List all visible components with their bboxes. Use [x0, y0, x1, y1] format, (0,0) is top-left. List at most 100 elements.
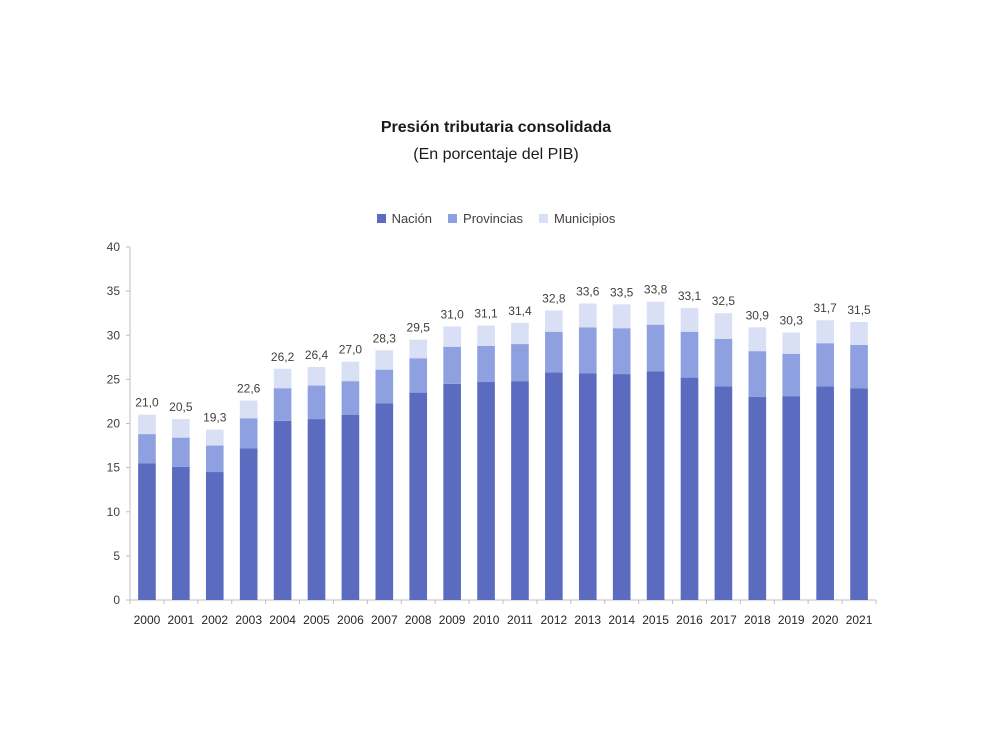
- x-tick-label: 2004: [269, 613, 296, 627]
- x-tick-label: 2019: [778, 613, 805, 627]
- chart-title: Presión tributaria consolidada: [380, 119, 612, 136]
- x-tick-label: 2007: [371, 613, 398, 627]
- x-tick-label: 2016: [676, 613, 703, 627]
- bar-segment-nacion: [578, 373, 597, 600]
- x-tick-label: 2001: [168, 613, 195, 627]
- legend-label-provincias: Provincias: [463, 211, 523, 226]
- bar-segment-nacion: [138, 463, 156, 600]
- bar-segment-nacion: [850, 388, 868, 600]
- bar-segment-nacion: [477, 382, 495, 600]
- bar-segment-provincias: [341, 381, 360, 415]
- y-tick-label: 40: [107, 240, 121, 254]
- y-tick-label: 0: [113, 593, 120, 607]
- bar-segment-provincias: [714, 338, 733, 387]
- x-tick-label: 2012: [541, 613, 568, 627]
- bar-segment-provincias: [816, 343, 834, 387]
- y-tick-label: 10: [107, 505, 121, 519]
- bar-segment-nacion: [341, 414, 360, 600]
- bar-segment-municipios: [273, 368, 292, 389]
- bar-segment-provincias: [477, 345, 495, 383]
- x-tick-label: 2020: [812, 613, 839, 627]
- data-label-total: 26,2: [271, 350, 295, 364]
- bar-segment-municipios: [375, 350, 394, 370]
- bar-segment-nacion: [409, 392, 428, 600]
- bar-segment-municipios: [511, 322, 529, 345]
- data-label-total: 26,4: [305, 348, 329, 362]
- bar-segment-municipios: [341, 361, 360, 382]
- bar-segment-provincias: [850, 344, 868, 389]
- bar-segment-nacion: [511, 381, 529, 600]
- x-tick-label: 2008: [405, 613, 432, 627]
- y-tick-label: 35: [107, 284, 121, 298]
- bar-segment-provincias: [138, 434, 156, 464]
- data-label-total: 19,3: [203, 411, 227, 425]
- bar-segment-municipios: [239, 400, 258, 419]
- data-label-total: 31,7: [813, 301, 837, 315]
- bar-segment-provincias: [680, 331, 699, 378]
- bar-segment-provincias: [511, 344, 529, 382]
- bar-segment-municipios: [307, 367, 326, 386]
- x-tick-label: 2011: [507, 613, 533, 627]
- bar-segment-municipios: [680, 307, 699, 332]
- bar-segment-nacion: [714, 386, 733, 600]
- bar-segment-nacion: [782, 396, 801, 600]
- x-tick-label: 2002: [201, 613, 228, 627]
- legend-swatch-nacion: [376, 214, 386, 223]
- data-label-total: 32,8: [542, 292, 566, 306]
- data-label-total: 21,0: [135, 396, 159, 410]
- legend-item-municipios: Municipios: [539, 211, 615, 226]
- chart-legend: Nación Provincias Municipios: [0, 211, 992, 226]
- bar-segment-provincias: [545, 331, 563, 373]
- bar-segment-provincias: [646, 324, 665, 372]
- bar-segment-provincias: [307, 385, 326, 420]
- legend-label-nacion: Nación: [391, 211, 433, 226]
- x-tick-label: 2009: [439, 613, 466, 627]
- bar-segment-provincias: [273, 388, 292, 421]
- data-label-total: 30,9: [746, 308, 770, 322]
- data-label-total: 28,3: [373, 331, 397, 345]
- bar-segment-municipios: [205, 429, 224, 446]
- bar-segment-municipios: [545, 310, 563, 332]
- bar-segment-nacion: [680, 377, 699, 600]
- bar-segment-municipios: [748, 327, 767, 352]
- bar-segment-provincias: [748, 351, 767, 398]
- bar-segment-municipios: [646, 301, 665, 325]
- bar-segment-municipios: [578, 303, 597, 328]
- bar-segment-provincias: [205, 445, 224, 473]
- bar-segment-nacion: [816, 386, 834, 600]
- bar-segment-municipios: [714, 313, 733, 339]
- legend-item-nacion: Nación: [376, 211, 433, 226]
- y-tick-label: 20: [107, 417, 121, 431]
- x-tick-label: 2000: [134, 613, 161, 627]
- data-label-total: 32,5: [712, 294, 736, 308]
- data-label-total: 22,6: [237, 382, 261, 396]
- data-label-total: 31,4: [508, 304, 532, 318]
- bar-segment-provincias: [443, 346, 461, 384]
- bar-segment-nacion: [239, 448, 258, 600]
- bar-segment-nacion: [375, 403, 394, 600]
- x-tick-label: 2006: [337, 613, 364, 627]
- legend-label-municipios: Municipios: [554, 211, 616, 226]
- chart-subtitle: (En porcentaje del PIB): [413, 146, 579, 163]
- bar-segment-municipios: [612, 304, 631, 329]
- bar-segment-municipios: [409, 339, 428, 359]
- x-tick-label: 2021: [846, 613, 873, 627]
- data-label-total: 33,6: [576, 284, 600, 298]
- data-label-total: 31,0: [440, 307, 464, 321]
- bar-segment-municipios: [850, 322, 868, 345]
- bar-segment-municipios: [443, 326, 461, 347]
- bar-segment-provincias: [172, 437, 190, 467]
- bar-segment-provincias: [612, 328, 631, 375]
- legend-item-provincias: Provincias: [448, 211, 523, 226]
- bar-segment-nacion: [646, 371, 665, 600]
- x-tick-label: 2013: [574, 613, 601, 627]
- bar-segment-municipios: [782, 332, 801, 354]
- x-tick-label: 2010: [473, 613, 500, 627]
- x-tick-label: 2018: [744, 613, 771, 627]
- bar-segment-nacion: [612, 374, 631, 600]
- data-label-total: 30,3: [780, 314, 804, 328]
- bar-segment-provincias: [375, 369, 394, 404]
- data-label-total: 31,5: [847, 303, 871, 317]
- legend-swatch-municipios: [539, 214, 548, 223]
